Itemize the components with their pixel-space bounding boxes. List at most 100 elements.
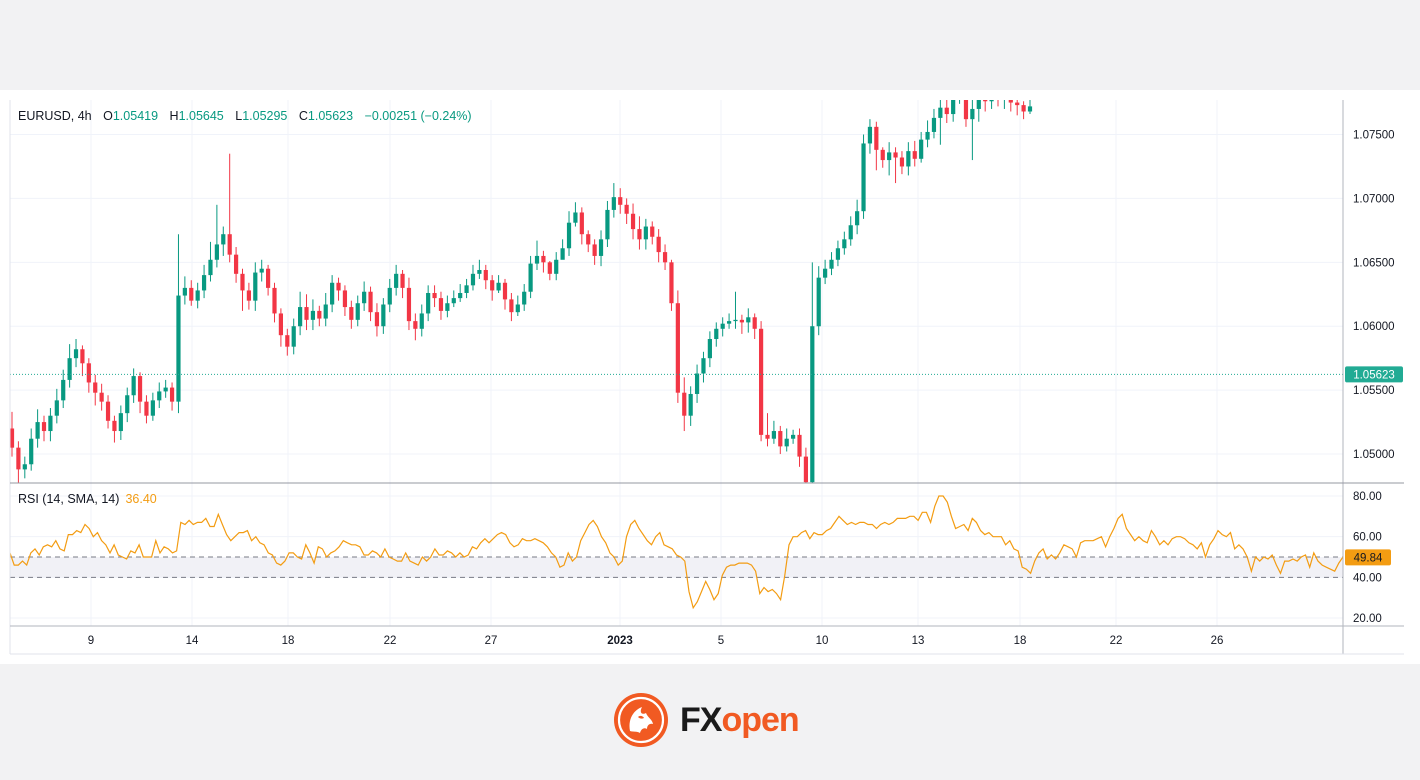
candle xyxy=(778,425,783,455)
candle xyxy=(381,298,386,334)
candle-body xyxy=(1027,106,1033,112)
rsi-value-tag-label: 49.84 xyxy=(1354,552,1383,564)
candle xyxy=(656,229,661,263)
candle-body xyxy=(438,298,444,311)
candle xyxy=(233,246,239,283)
candle-body xyxy=(618,197,623,205)
candle-body xyxy=(931,117,937,132)
candle-body xyxy=(317,310,322,319)
candle-body xyxy=(355,303,360,320)
candle xyxy=(304,294,309,331)
candle-body xyxy=(880,149,885,161)
candle xyxy=(1015,100,1020,116)
candle xyxy=(925,120,930,148)
candle xyxy=(963,100,969,127)
candle-body xyxy=(381,304,386,327)
candle-body xyxy=(502,282,508,300)
price-axis-label: 1.05000 xyxy=(1353,449,1395,461)
candle-body xyxy=(41,422,47,432)
rsi-band xyxy=(10,557,1343,578)
candle xyxy=(355,295,360,327)
candle xyxy=(997,100,999,107)
candle-body xyxy=(259,268,264,273)
candle-body xyxy=(983,100,988,102)
candle-body xyxy=(150,400,155,416)
candle-body xyxy=(496,282,501,291)
candle-body xyxy=(765,434,770,439)
candle-body xyxy=(221,234,226,245)
current-price-tag xyxy=(1345,366,1403,383)
chart-canvas[interactable]: 9 14 18 22 27 2023 5 10 13 18 22 26 1.05000 1.05500 1.… xyxy=(0,90,1420,664)
rsi-axis-label: 60.00 xyxy=(1353,532,1382,544)
candle-body xyxy=(387,287,392,305)
candle-body xyxy=(778,431,783,447)
candle xyxy=(515,295,520,317)
candle-body xyxy=(137,376,143,402)
candle xyxy=(483,264,488,290)
rsi-series xyxy=(10,495,1343,610)
candle xyxy=(643,218,648,250)
candle xyxy=(611,183,616,218)
candle xyxy=(227,153,232,263)
candle xyxy=(387,278,392,313)
candle-body xyxy=(54,400,59,416)
candle xyxy=(323,293,328,327)
symbol-label: EURUSD, 4h xyxy=(18,109,92,123)
candle-body xyxy=(791,434,796,439)
candle-body xyxy=(861,143,866,212)
candle-body xyxy=(906,151,911,167)
x-tick-label: 14 xyxy=(186,635,199,647)
candle-body xyxy=(688,393,693,416)
rsi-value-tag xyxy=(1345,549,1391,566)
candle-body xyxy=(144,401,149,416)
candle-body xyxy=(925,131,930,140)
candle xyxy=(592,239,597,265)
candle-body xyxy=(394,273,399,288)
rsi-axis-label: 40.00 xyxy=(1353,572,1382,584)
candle-body xyxy=(867,126,873,144)
chart-panel[interactable]: 9 14 18 22 27 2023 5 10 13 18 22 26 1.05000 1.05500 1.… xyxy=(0,90,1420,664)
candle xyxy=(566,211,572,256)
candle xyxy=(67,344,72,388)
candle-body xyxy=(182,287,187,296)
candle xyxy=(554,252,559,281)
candle-body xyxy=(105,401,111,421)
price-axis-label: 1.06000 xyxy=(1353,321,1395,333)
candle-body xyxy=(73,349,79,359)
high-value: 1.05645 xyxy=(178,109,224,123)
low-label: L xyxy=(235,109,243,123)
candle-body xyxy=(528,263,533,292)
candle xyxy=(394,264,399,296)
candle xyxy=(509,293,514,322)
candle-body xyxy=(362,291,367,304)
candle-body xyxy=(887,152,892,161)
candle-body xyxy=(22,464,27,470)
candle xyxy=(944,100,949,124)
x-tick-label: 22 xyxy=(1110,635,1123,647)
candle-body xyxy=(662,252,668,263)
candle xyxy=(169,382,175,411)
candle-body xyxy=(957,94,961,97)
candle xyxy=(522,284,527,311)
candle-body xyxy=(291,326,296,347)
candle xyxy=(470,264,476,291)
candle xyxy=(823,259,828,285)
candle-body xyxy=(515,304,520,313)
candle-body xyxy=(195,290,200,301)
rsi-axis-label: 80.00 xyxy=(1353,491,1382,503)
candle-body xyxy=(240,273,245,291)
candle xyxy=(784,428,789,452)
candle xyxy=(48,408,53,442)
candle xyxy=(259,259,264,282)
candle xyxy=(586,230,591,253)
candle xyxy=(1021,101,1026,120)
candle-body xyxy=(298,307,303,327)
candle xyxy=(855,199,860,235)
candle-body xyxy=(189,287,194,301)
candle-body xyxy=(278,313,284,336)
candle xyxy=(80,345,85,377)
candle-body xyxy=(733,319,738,322)
candle-body xyxy=(970,108,975,120)
candle xyxy=(298,291,303,336)
candle xyxy=(1003,100,1005,109)
